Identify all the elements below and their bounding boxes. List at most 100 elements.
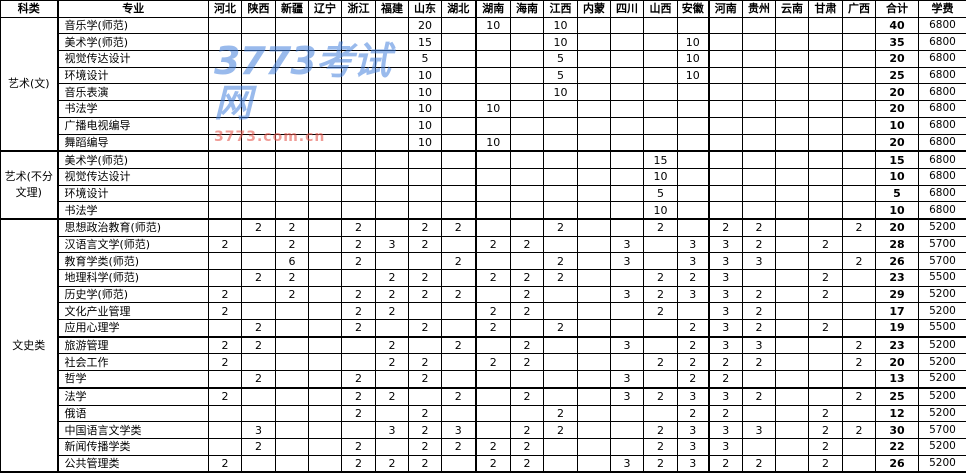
quota-cell (843, 270, 876, 287)
quota-cell (511, 101, 544, 118)
quota-cell (644, 84, 678, 101)
quota-cell (611, 354, 644, 371)
fee-cell: 6800 (919, 168, 966, 185)
quota-cell (276, 354, 309, 371)
header-province: 河南 (709, 1, 743, 18)
quota-cell (743, 84, 776, 101)
quota-cell: 2 (678, 371, 709, 388)
total-cell: 20 (876, 354, 919, 371)
quota-cell: 2 (209, 303, 242, 320)
quota-cell (776, 438, 809, 455)
fee-cell: 6800 (919, 17, 966, 34)
quota-cell (342, 101, 376, 118)
total-cell: 26 (876, 455, 919, 472)
quota-cell (409, 303, 442, 320)
quota-cell: 3 (611, 236, 644, 253)
quota-cell: 2 (409, 371, 442, 388)
quota-cell: 2 (442, 388, 476, 405)
quota-cell: 2 (342, 236, 376, 253)
quota-cell (709, 151, 743, 168)
header-major: 专业 (58, 1, 209, 18)
quota-cell (776, 34, 809, 51)
quota-cell (342, 84, 376, 101)
quota-cell (376, 151, 409, 168)
total-cell: 35 (876, 34, 919, 51)
quota-cell (578, 303, 611, 320)
quota-cell (276, 320, 309, 337)
quota-cell (578, 17, 611, 34)
quota-cell (476, 185, 511, 202)
quota-cell (476, 84, 511, 101)
quota-cell: 2 (476, 354, 511, 371)
quota-cell: 2 (809, 236, 843, 253)
quota-cell (511, 168, 544, 185)
quota-cell (242, 51, 276, 68)
quota-cell: 2 (644, 388, 678, 405)
major-cell: 新闻传播学类 (58, 438, 209, 455)
quota-cell (743, 168, 776, 185)
header-province: 云南 (776, 1, 809, 18)
quota-cell (309, 337, 342, 354)
quota-cell (644, 101, 678, 118)
quota-cell: 10 (476, 101, 511, 118)
fee-cell: 6800 (919, 134, 966, 151)
quota-cell: 2 (409, 455, 442, 472)
fee-cell: 5700 (919, 236, 966, 253)
quota-cell: 10 (409, 134, 442, 151)
quota-cell (209, 34, 242, 51)
quota-cell: 2 (276, 270, 309, 287)
quota-cell (242, 67, 276, 84)
quota-cell (843, 17, 876, 34)
quota-cell: 3 (709, 303, 743, 320)
quota-cell (276, 202, 309, 219)
quota-cell: 2 (511, 337, 544, 354)
quota-cell (843, 117, 876, 134)
quota-cell (611, 422, 644, 439)
quota-cell (376, 17, 409, 34)
header-province: 四川 (611, 1, 644, 18)
fee-cell: 5200 (919, 438, 966, 455)
quota-cell (309, 354, 342, 371)
quota-cell (476, 371, 511, 388)
quota-cell (511, 219, 544, 236)
quota-cell (442, 303, 476, 320)
quota-cell (743, 405, 776, 422)
fee-cell: 6800 (919, 84, 966, 101)
quota-cell (809, 185, 843, 202)
quota-cell (342, 422, 376, 439)
quota-cell (578, 388, 611, 405)
quota-cell (309, 405, 342, 422)
quota-cell (309, 286, 342, 303)
quota-cell (209, 202, 242, 219)
category-cell: 艺术(不分文理) (1, 151, 58, 219)
fee-cell: 5200 (919, 388, 966, 405)
quota-cell (611, 405, 644, 422)
quota-cell (776, 236, 809, 253)
quota-cell: 2 (644, 354, 678, 371)
quota-cell (442, 67, 476, 84)
quota-cell (611, 101, 644, 118)
quota-cell: 5 (544, 67, 578, 84)
quota-cell (376, 185, 409, 202)
quota-cell (578, 202, 611, 219)
total-cell: 20 (876, 84, 919, 101)
quota-cell (776, 270, 809, 287)
quota-cell (578, 354, 611, 371)
quota-cell (544, 151, 578, 168)
quota-cell (309, 219, 342, 236)
quota-cell: 2 (276, 286, 309, 303)
quota-cell (843, 303, 876, 320)
quota-cell (776, 117, 809, 134)
quota-cell: 10 (678, 34, 709, 51)
major-cell: 应用心理学 (58, 320, 209, 337)
fee-cell: 6800 (919, 151, 966, 168)
quota-cell (376, 405, 409, 422)
quota-cell: 2 (809, 438, 843, 455)
quota-cell (276, 388, 309, 405)
